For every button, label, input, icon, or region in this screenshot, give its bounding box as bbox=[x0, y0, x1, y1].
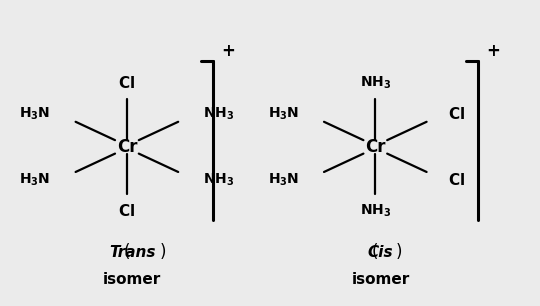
Text: Trans: Trans bbox=[109, 245, 156, 260]
Text: $\mathbf{NH_3}$: $\mathbf{NH_3}$ bbox=[203, 106, 234, 122]
Text: Cr: Cr bbox=[117, 138, 137, 156]
Text: $\mathbf{NH_3}$: $\mathbf{NH_3}$ bbox=[360, 203, 391, 219]
Text: Cis: Cis bbox=[368, 245, 394, 260]
Text: ): ) bbox=[396, 244, 402, 261]
Text: (: ( bbox=[123, 244, 130, 261]
Text: $\mathbf{Cl}$: $\mathbf{Cl}$ bbox=[118, 203, 136, 219]
Text: $\mathbf{NH_3}$: $\mathbf{NH_3}$ bbox=[203, 171, 234, 188]
Text: $\mathbf{H_3N}$: $\mathbf{H_3N}$ bbox=[268, 171, 299, 188]
Text: ): ) bbox=[159, 244, 166, 261]
Text: $\mathbf{H_3N}$: $\mathbf{H_3N}$ bbox=[268, 106, 299, 122]
Text: $\mathbf{H_3N}$: $\mathbf{H_3N}$ bbox=[19, 171, 51, 188]
Text: Cr: Cr bbox=[365, 138, 386, 156]
Text: +: + bbox=[486, 42, 500, 60]
Text: $\mathbf{Cl}$: $\mathbf{Cl}$ bbox=[448, 172, 465, 188]
Text: $\mathbf{NH_3}$: $\mathbf{NH_3}$ bbox=[360, 74, 391, 91]
Text: (: ( bbox=[372, 244, 378, 261]
Text: $\mathbf{Cl}$: $\mathbf{Cl}$ bbox=[118, 75, 136, 91]
Text: +: + bbox=[221, 42, 235, 60]
Text: isomer: isomer bbox=[352, 272, 410, 288]
Text: $\mathbf{Cl}$: $\mathbf{Cl}$ bbox=[448, 106, 465, 122]
Text: $\mathbf{H_3N}$: $\mathbf{H_3N}$ bbox=[19, 106, 51, 122]
Text: isomer: isomer bbox=[103, 272, 161, 288]
